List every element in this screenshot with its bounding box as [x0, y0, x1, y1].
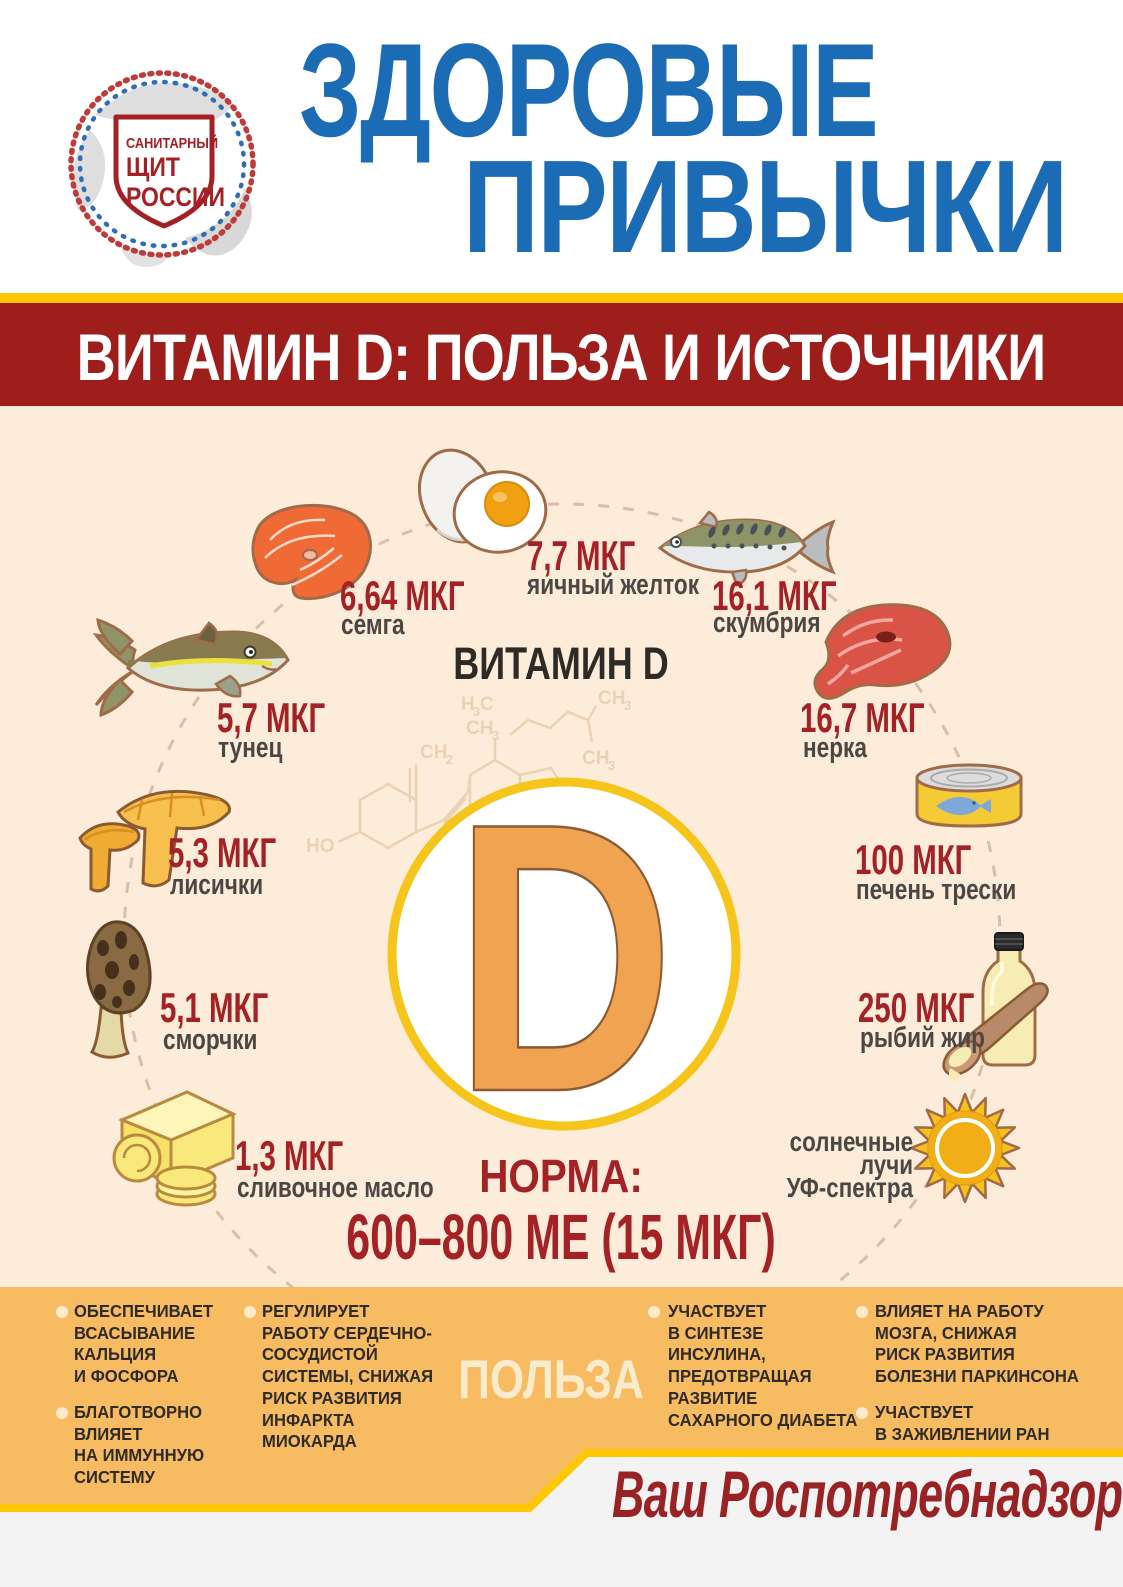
- benefit-item: РЕГУЛИРУЕТ РАБОТУ СЕРДЕЧНО- СОСУДИСТОЙ С…: [262, 1301, 434, 1452]
- svg-text:3: 3: [492, 728, 499, 743]
- svg-text:CH: CH: [582, 748, 609, 769]
- svg-text:D: D: [453, 744, 674, 1171]
- sanitary-shield-logo: [66, 68, 258, 267]
- svg-text:H: H: [461, 694, 475, 715]
- sun-icon: [909, 1092, 1021, 1204]
- norm-label: НОРМА:: [479, 1150, 643, 1202]
- butter-name: сливочное масло: [237, 1172, 434, 1204]
- vitamin-d-molecule: CH 2 H 3 C CH 3 CH 3 CH 3 HO: [306, 688, 631, 857]
- salmon-name: семга: [341, 609, 405, 641]
- chanterelle-icon: [78, 789, 231, 893]
- morel-icon: [86, 920, 152, 1059]
- morel-amount: 5,1 МКГ: [160, 984, 269, 1031]
- logo-text-line2: ЩИТ: [126, 152, 180, 182]
- bullet-dot: [56, 1407, 68, 1419]
- egg-icon: [418, 448, 548, 554]
- tuna-amount: 5,7 МКГ: [217, 694, 326, 741]
- sockeye-name: нерка: [803, 732, 867, 764]
- egg-amount: 7,7 МКГ: [527, 532, 636, 579]
- sockeye-amount: 16,7 МКГ: [800, 694, 925, 741]
- canned-cod-liver-icon: [915, 763, 1023, 828]
- svg-text:2: 2: [446, 752, 453, 767]
- sockeye-steak-icon: [813, 603, 952, 700]
- banner-strip: [0, 293, 1123, 406]
- bullet-dot: [56, 1306, 68, 1318]
- bullet-dot: [648, 1306, 660, 1318]
- logo-text-line3: РОССИИ: [126, 182, 225, 212]
- mackerel-icon: [657, 510, 836, 587]
- svg-text:C: C: [480, 694, 494, 715]
- svg-text:CH: CH: [420, 742, 447, 763]
- sun-label: солнечные лучи УФ-спектра: [786, 1126, 913, 1203]
- svg-text:3: 3: [473, 704, 480, 719]
- bottom-band: [0, 1287, 1123, 1587]
- benefit-item: ОБЕСПЕЧИВАЕТ ВСАСЫВАНИЕ КАЛЬЦИЯ И ФОСФОР…: [74, 1301, 214, 1387]
- benefit-item: УЧАСТВУЕТ В СИНТЕЗЕ ИНСУЛИНА, ПРЕДОТВРАЩ…: [668, 1301, 858, 1430]
- poster-title-line1: ЗДОРОВЫЕ: [299, 17, 879, 165]
- butter-icon: [112, 1090, 237, 1207]
- svg-text:CH: CH: [598, 688, 625, 709]
- benefit-item: ВЛИЯЕТ НА РАБОТУ МОЗГА, СНИЖАЯ РИСК РАЗВ…: [875, 1301, 1079, 1387]
- svg-text:HO: HO: [306, 836, 335, 857]
- vitamin-d-heading: ВИТАМИН D: [453, 638, 669, 689]
- footer-slogan: Ваш Роспотребнадзор: [612, 1457, 1123, 1531]
- svg-text:CH: CH: [466, 718, 493, 739]
- bullet-dot: [856, 1407, 868, 1419]
- poster-title-line2: ПРИВЫЧКИ: [463, 133, 1068, 280]
- mackerel-name: скумбрия: [713, 607, 821, 639]
- fish-oil-name: рыбий жир: [860, 1022, 985, 1054]
- mackerel-amount: 16,1 МКГ: [712, 572, 837, 619]
- logo-text-line1: САНИТАРНЫЙ: [126, 135, 219, 152]
- banner-title: ВИТАМИН D: ПОЛЬЗА И ИСТОЧНИКИ: [76, 320, 1047, 394]
- chanterelle-name: лисички: [170, 869, 264, 901]
- morel-name: сморчки: [163, 1024, 258, 1056]
- cod-liver-name: печень трески: [856, 874, 1017, 906]
- tuna-name: тунец: [218, 732, 283, 764]
- egg-name: яичный желток: [527, 569, 700, 601]
- benefit-item: УЧАСТВУЕТ В ЗАЖИВЛЕНИИ РАН: [875, 1402, 1050, 1444]
- chanterelle-amount: 5,3 МКГ: [168, 829, 277, 876]
- bullet-dot: [244, 1306, 256, 1318]
- cod-liver-amount: 100 МКГ: [855, 836, 972, 883]
- vitamin-d-medallion: D: [387, 743, 741, 1173]
- fish-oil-bottle-icon: [942, 932, 1049, 1082]
- tuna-icon: [92, 617, 290, 718]
- svg-text:3: 3: [608, 758, 615, 773]
- butter-amount: 1,3 МКГ: [235, 1132, 344, 1179]
- salmon-steak-icon: [251, 503, 372, 601]
- svg-text:3: 3: [624, 698, 631, 713]
- salmon-amount: 6,64 МКГ: [340, 572, 465, 619]
- fish-oil-amount: 250 МКГ: [858, 984, 975, 1031]
- banner-red-bar: [0, 303, 1123, 406]
- bullet-dot: [856, 1306, 868, 1318]
- benefit-item: БЛАГОТВОРНО ВЛИЯЕТ НА ИММУННУЮ СИСТЕМУ: [74, 1402, 205, 1488]
- benefits-title: ПОЛЬЗА: [458, 1348, 644, 1410]
- norm-value: 600–800 МЕ (15 МКГ): [346, 1201, 776, 1273]
